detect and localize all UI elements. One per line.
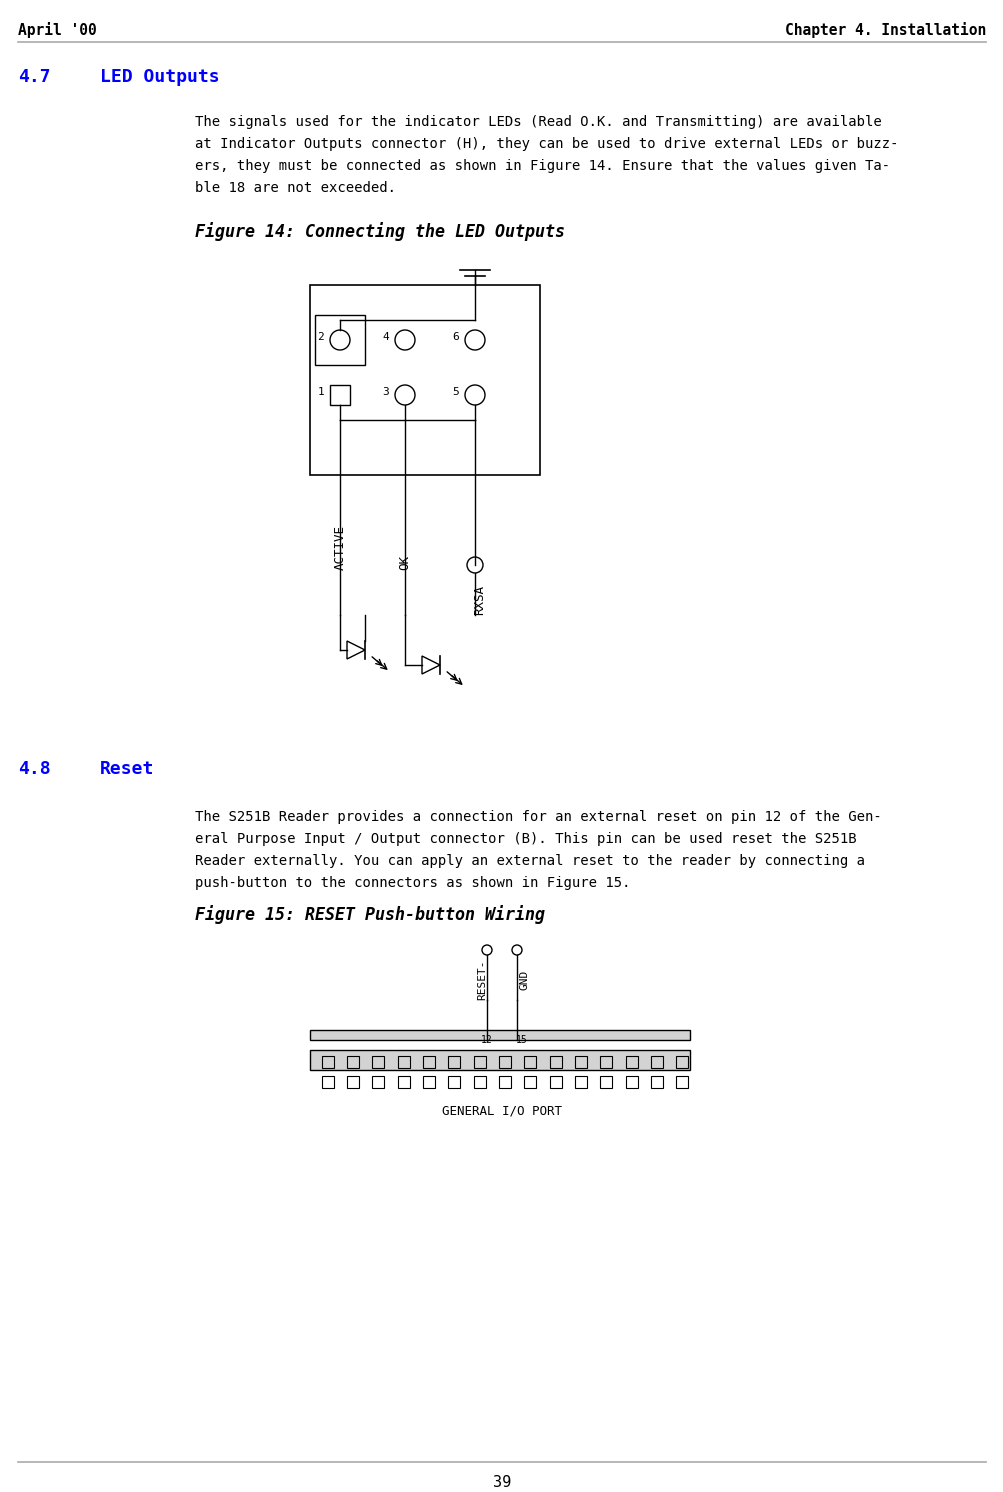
Text: 5: 5 [451,386,458,397]
Bar [524,1076,536,1088]
Text: eral Purpose Input / Output connector (B). This pin can be used reset the S251B: eral Purpose Input / Output connector (B… [195,833,856,846]
Bar [600,1076,612,1088]
Bar [498,1076,511,1088]
Bar [347,1056,359,1068]
Bar [498,1056,511,1068]
Text: push-button to the connectors as shown in Figure 15.: push-button to the connectors as shown i… [195,876,630,891]
Text: 2: 2 [317,333,324,342]
Bar [473,1076,485,1088]
Bar [473,1056,485,1068]
Text: Chapter 4. Installation: Chapter 4. Installation [784,22,985,37]
Bar [397,1056,409,1068]
Text: 4: 4 [382,333,388,342]
Text: ers, they must be connected as shown in Figure 14. Ensure that the values given : ers, they must be connected as shown in … [195,160,890,173]
Bar [330,385,350,404]
Bar [448,1056,460,1068]
Bar [315,315,365,366]
Text: RXSA: RXSA [473,585,486,615]
Bar [575,1056,587,1068]
Bar [422,1056,434,1068]
Text: at Indicator Outputs connector (H), they can be used to drive external LEDs or b: at Indicator Outputs connector (H), they… [195,137,898,151]
Text: RESET-: RESET- [476,959,486,1000]
Bar [448,1076,460,1088]
Bar [321,1056,333,1068]
Text: 39: 39 [492,1476,511,1491]
Text: Reader externally. You can apply an external reset to the reader by connecting a: Reader externally. You can apply an exte… [195,853,865,868]
Bar [347,1076,359,1088]
Bar [372,1076,384,1088]
Text: LED Outputs: LED Outputs [100,69,220,87]
Text: The S251B Reader provides a connection for an external reset on pin 12 of the Ge: The S251B Reader provides a connection f… [195,810,881,824]
Text: April '00: April '00 [18,22,96,37]
Text: 1: 1 [317,386,324,397]
Bar [397,1076,409,1088]
Text: The signals used for the indicator LEDs (Read O.K. and Transmitting) are availab: The signals used for the indicator LEDs … [195,115,881,128]
Bar [575,1076,587,1088]
Bar [625,1076,637,1088]
Bar [600,1056,612,1068]
Bar [676,1076,688,1088]
Bar [321,1076,333,1088]
Text: Figure 14: Connecting the LED Outputs: Figure 14: Connecting the LED Outputs [195,222,565,242]
Text: 4.8: 4.8 [18,759,50,777]
Bar [310,285,540,474]
Text: 15: 15 [516,1035,528,1044]
Bar [650,1056,662,1068]
Text: Reset: Reset [100,759,154,777]
Text: 6: 6 [451,333,458,342]
Text: GENERAL I/O PORT: GENERAL I/O PORT [441,1106,562,1118]
Text: OK: OK [398,555,411,570]
Bar [550,1056,561,1068]
Text: 4.7: 4.7 [18,69,50,87]
Bar [310,1050,689,1070]
Bar [625,1056,637,1068]
Bar [372,1056,384,1068]
Text: Figure 15: RESET Push-button Wiring: Figure 15: RESET Push-button Wiring [195,906,545,924]
Text: 12: 12 [480,1035,492,1044]
Text: GND: GND [520,970,530,991]
Bar [676,1056,688,1068]
Bar [524,1056,536,1068]
Bar [422,1076,434,1088]
Text: 3: 3 [382,386,388,397]
Text: ACTIVE: ACTIVE [333,525,346,570]
Text: ble 18 are not exceeded.: ble 18 are not exceeded. [195,181,395,195]
Bar [550,1076,561,1088]
Bar [650,1076,662,1088]
Bar [310,1029,689,1040]
